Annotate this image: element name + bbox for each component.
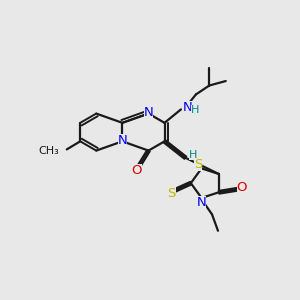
- Text: CH₃: CH₃: [39, 146, 59, 156]
- Text: N: N: [197, 196, 206, 209]
- Text: O: O: [237, 181, 247, 194]
- Text: N: N: [182, 101, 192, 114]
- Text: O: O: [132, 164, 142, 177]
- Text: S: S: [167, 187, 176, 200]
- Text: H: H: [189, 150, 197, 160]
- Text: N: N: [118, 134, 127, 147]
- Text: S: S: [194, 158, 202, 171]
- Text: N: N: [144, 106, 153, 118]
- Text: H: H: [190, 105, 199, 115]
